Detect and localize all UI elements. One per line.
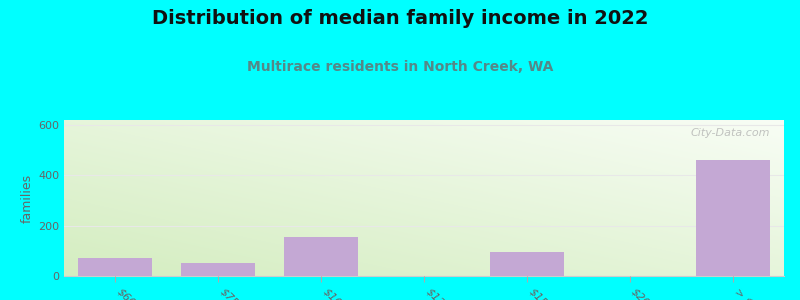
Text: Distribution of median family income in 2022: Distribution of median family income in … bbox=[152, 9, 648, 28]
Bar bbox=[284, 237, 358, 276]
Bar bbox=[490, 252, 564, 276]
Bar bbox=[695, 160, 770, 276]
Y-axis label: families: families bbox=[21, 173, 34, 223]
Bar bbox=[78, 258, 153, 276]
Text: City-Data.com: City-Data.com bbox=[690, 128, 770, 138]
Bar bbox=[182, 263, 255, 276]
Text: Multirace residents in North Creek, WA: Multirace residents in North Creek, WA bbox=[247, 60, 553, 74]
